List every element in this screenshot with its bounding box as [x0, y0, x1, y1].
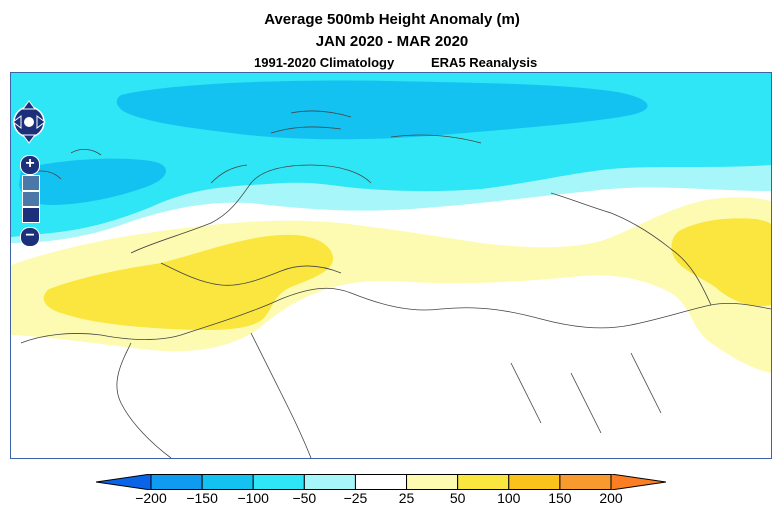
- four-way-arrow-icon[interactable]: [12, 97, 46, 147]
- colorbar-extend-high: [610, 474, 666, 490]
- zoom-level-1[interactable]: [22, 175, 40, 191]
- colorbar-segment: [252, 474, 305, 490]
- climatology-label: 1991-2020 Climatology: [254, 55, 395, 70]
- anomaly-map-canvas: [11, 73, 771, 458]
- colorbar: [96, 474, 666, 490]
- map-title: Average 500mb Height Anomaly (m): [264, 11, 520, 28]
- anomaly-map[interactable]: [10, 72, 772, 459]
- zoom-in-icon: +: [25, 155, 35, 172]
- anomaly-region-plus50-mediterranean: [43, 234, 334, 330]
- colorbar-segment: [559, 474, 612, 490]
- colorbar-segment: [508, 474, 561, 490]
- colorbar-tick-label: −200: [135, 490, 167, 506]
- colorbar-segment: [406, 474, 459, 490]
- map-period: JAN 2020 - MAR 2020: [315, 33, 469, 50]
- colorbar-segment: [201, 474, 254, 490]
- colorbar-segment: [457, 474, 510, 490]
- colorbar-tick-label: −100: [237, 490, 269, 506]
- anomaly-region-minus100-arctic: [116, 80, 648, 140]
- colorbar-segment: [354, 474, 408, 490]
- map-navigation: + −: [12, 97, 46, 247]
- colorbar-tick-label: 50: [449, 490, 466, 506]
- zoom-out-button[interactable]: −: [20, 227, 40, 247]
- colorbar-segment: [150, 474, 203, 490]
- colorbar-extend-low: [96, 474, 152, 490]
- zoom-level-2[interactable]: [22, 191, 40, 207]
- coastlines: [20, 110, 771, 458]
- colorbar-tick-label: −150: [186, 490, 218, 506]
- zoom-out-icon: −: [25, 227, 35, 244]
- colorbar-tick-label: 25: [398, 490, 415, 506]
- anomaly-region-plus50-east-asia: [671, 218, 771, 307]
- colorbar-tick-label: 100: [497, 490, 521, 506]
- zoom-in-button[interactable]: +: [20, 155, 40, 175]
- zoom-level-3[interactable]: [22, 207, 40, 223]
- data-source-label: ERA5 Reanalysis: [431, 55, 538, 70]
- colorbar-segment: [303, 474, 356, 490]
- colorbar-tick-label: 200: [599, 490, 623, 506]
- anomaly-region-minus100-greenland: [19, 158, 167, 205]
- colorbar-tick-label: −50: [292, 490, 317, 506]
- colorbar-tick-label: 150: [548, 490, 572, 506]
- colorbar-tick-label: −25: [343, 490, 368, 506]
